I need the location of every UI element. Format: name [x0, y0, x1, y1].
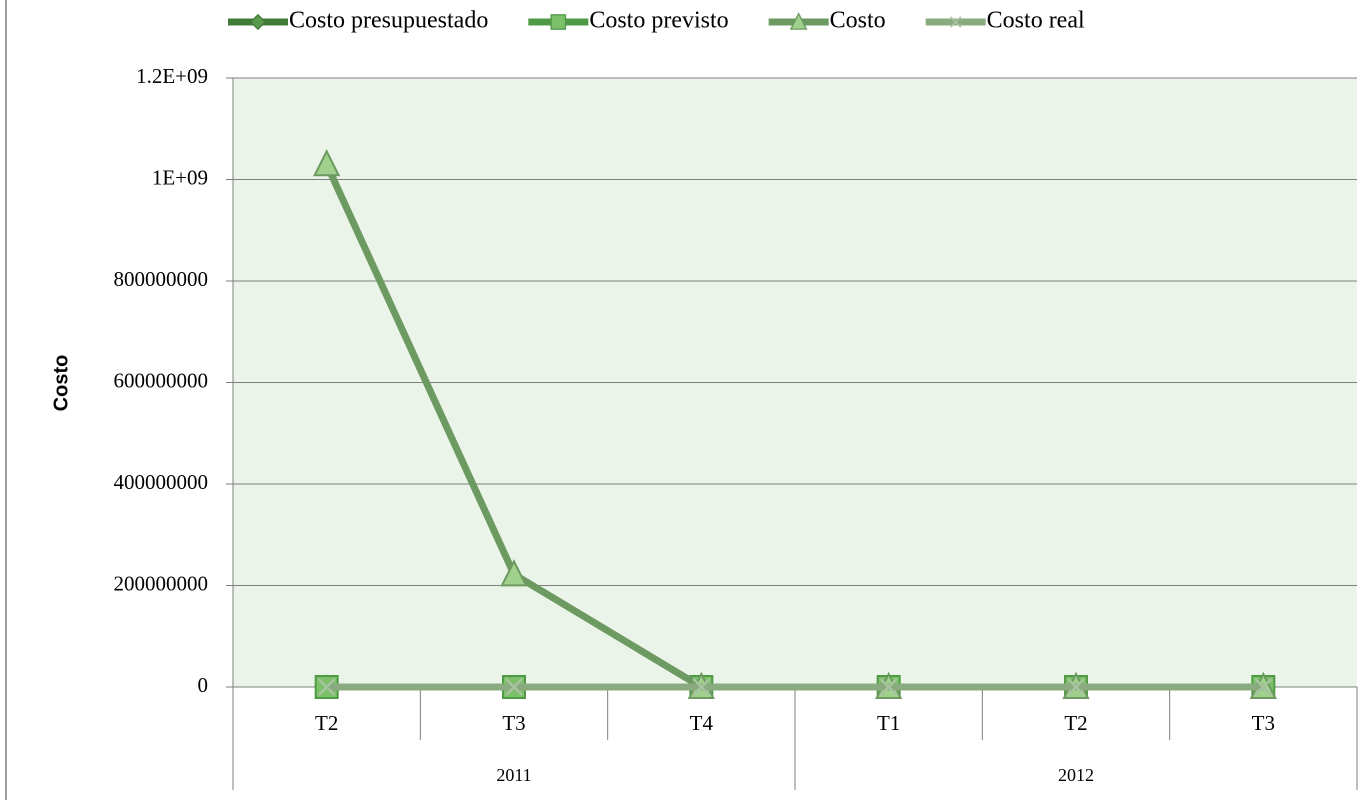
y-tick-label: 1E+09 [152, 165, 208, 189]
x-tick-label: T3 [1252, 711, 1275, 735]
marker [313, 149, 341, 177]
marker [1254, 678, 1273, 696]
y-tick-label: 200000000 [114, 571, 209, 595]
y-tick-label: 400000000 [114, 470, 209, 494]
y-tick-label: 600000000 [114, 368, 209, 392]
marker [879, 678, 898, 696]
marker [505, 678, 523, 696]
x-tick-label: T2 [315, 711, 338, 735]
x-tick-label: T1 [877, 711, 900, 735]
legend-label: Costo real [987, 8, 1085, 34]
legend-marker [550, 14, 567, 30]
x-tick-label: T3 [502, 711, 525, 735]
legend-label: Costo [830, 8, 886, 34]
group-label: 2012 [1058, 765, 1094, 785]
marker [317, 678, 336, 696]
marker [1067, 678, 1085, 696]
legend-marker [249, 13, 267, 31]
group-label: 2011 [496, 765, 531, 785]
y-tick-label: 800000000 [114, 267, 209, 291]
marker [692, 678, 711, 696]
legend-label: Costo previsto [589, 8, 728, 34]
y-axis-label: Costo [50, 355, 72, 412]
legend-marker [789, 12, 808, 30]
legend-marker [949, 16, 962, 28]
legend-label: Costo presupuestado [289, 8, 488, 34]
x-tick-label: T2 [1064, 711, 1087, 735]
y-tick-label: 1.2E+09 [136, 64, 208, 88]
marker [500, 559, 528, 587]
x-tick-label: T4 [690, 711, 714, 735]
y-tick-label: 0 [198, 673, 209, 697]
